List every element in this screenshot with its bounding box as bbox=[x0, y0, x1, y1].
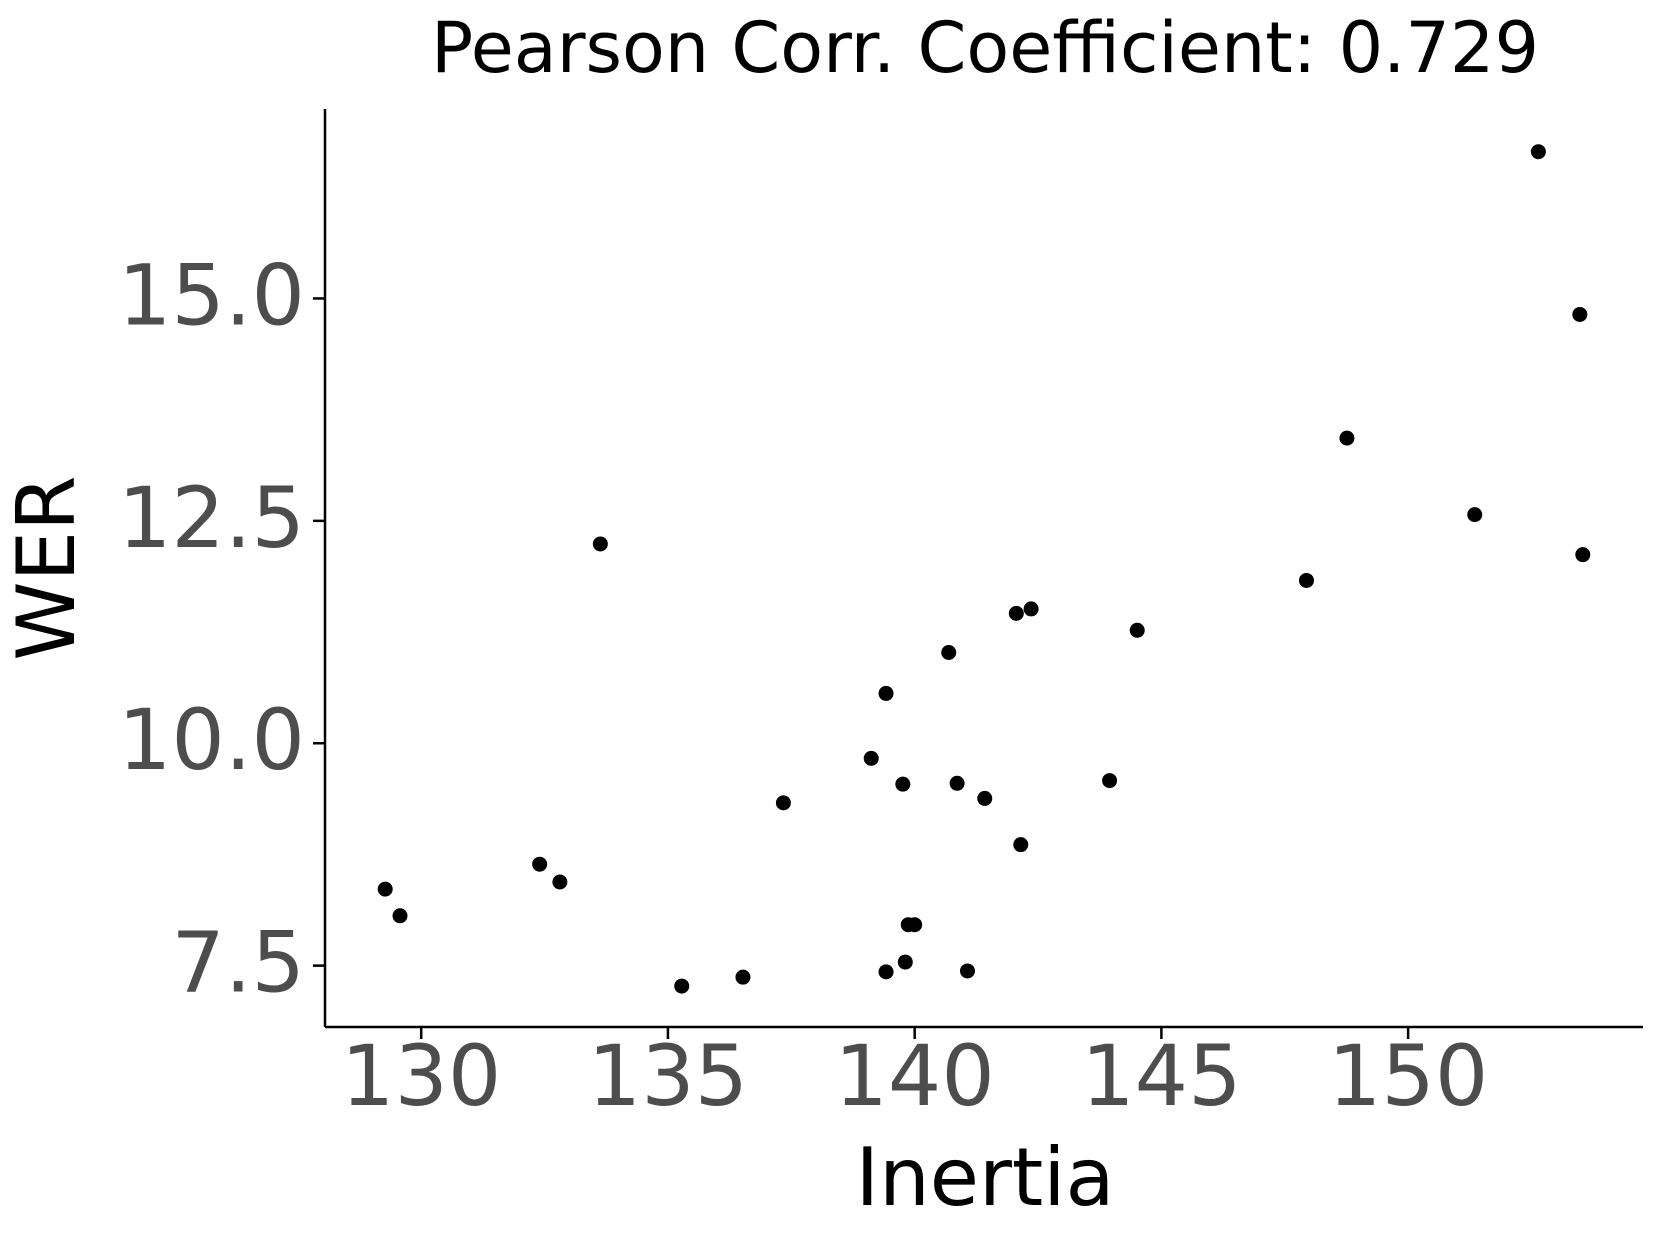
point bbox=[1467, 507, 1483, 523]
point bbox=[552, 874, 568, 890]
point bbox=[775, 795, 791, 811]
point bbox=[1575, 547, 1591, 563]
x-tick-label: 145 bbox=[1081, 1027, 1241, 1125]
point bbox=[977, 790, 993, 806]
point bbox=[897, 954, 913, 970]
y-tick-label: 10.0 bbox=[118, 691, 305, 789]
y-tick-label: 7.5 bbox=[171, 914, 305, 1012]
chart-title: Pearson Corr. Coefficient: 0.729 bbox=[431, 7, 1539, 89]
x-axis-label: Inertia bbox=[855, 1131, 1114, 1224]
point bbox=[1530, 144, 1546, 160]
point bbox=[1572, 306, 1588, 322]
x-tick-label: 130 bbox=[341, 1027, 501, 1125]
x-tick-label: 150 bbox=[1328, 1027, 1488, 1125]
point bbox=[907, 917, 923, 933]
point bbox=[1339, 430, 1355, 446]
point bbox=[878, 964, 894, 980]
point bbox=[949, 775, 965, 791]
point bbox=[1023, 601, 1039, 617]
point bbox=[674, 978, 690, 994]
y-axis-label: WER bbox=[0, 475, 93, 660]
point bbox=[592, 536, 608, 552]
point bbox=[1102, 773, 1118, 789]
point bbox=[377, 881, 393, 897]
point bbox=[1013, 837, 1029, 853]
point bbox=[878, 685, 894, 701]
point bbox=[1008, 605, 1024, 621]
point bbox=[941, 645, 957, 661]
point bbox=[1129, 622, 1145, 638]
point bbox=[532, 856, 548, 872]
point bbox=[1298, 572, 1314, 588]
point bbox=[392, 908, 408, 924]
point bbox=[863, 750, 879, 766]
x-tick-label: 140 bbox=[834, 1027, 994, 1125]
point bbox=[735, 969, 751, 985]
point bbox=[895, 776, 911, 792]
y-tick-label: 12.5 bbox=[118, 469, 305, 567]
point bbox=[959, 963, 975, 979]
x-tick-label: 135 bbox=[588, 1027, 748, 1125]
y-tick-label: 15.0 bbox=[118, 246, 305, 344]
